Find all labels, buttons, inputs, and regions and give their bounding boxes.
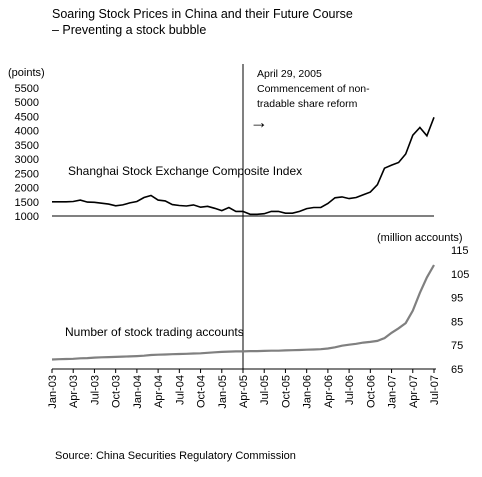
x-tick-label: Apr-04 bbox=[153, 375, 165, 408]
top-y-axis: 1000 1500 2000 2500 3000 3500 4000 4500 5000 5500 bbox=[15, 83, 39, 223]
x-tick-label: Jul-07 bbox=[429, 375, 441, 405]
top-y-tick-label: 4500 bbox=[15, 111, 39, 123]
top-y-tick-label: 4000 bbox=[15, 126, 39, 138]
source-note: Source: China Securities Regulatory Comm… bbox=[55, 450, 296, 462]
x-tick-label: Jul-04 bbox=[174, 375, 186, 405]
x-tick-label: Jan-07 bbox=[387, 375, 399, 409]
top-y-tick-label: 1000 bbox=[15, 211, 39, 223]
accounts-series-line bbox=[51, 264, 435, 361]
accounts-series-label: Number of stock trading accounts bbox=[65, 325, 244, 339]
x-tick-label: Oct-06 bbox=[365, 375, 377, 408]
bottom-y-tick-label: 75 bbox=[451, 340, 463, 352]
bottom-y-tick-label: 95 bbox=[451, 293, 463, 305]
bottom-y-tick-label: 85 bbox=[451, 316, 463, 328]
x-tick-label: Jan-03 bbox=[47, 375, 59, 409]
top-y-tick-label: 3000 bbox=[15, 154, 39, 166]
top-y-tick-label: 2500 bbox=[15, 168, 39, 180]
annotation-text-line2: tradable share reform bbox=[257, 98, 358, 110]
x-tick-label: Jan-04 bbox=[132, 375, 144, 409]
x-axis: Jan-03 Apr-03 Jul-03 Oct-03 Jan-04 Apr-04 Jul-… bbox=[47, 369, 441, 409]
chart-title-line2: – Preventing a stock bubble bbox=[52, 23, 206, 37]
x-tick-label: Jul-03 bbox=[89, 375, 101, 405]
annotation-text-line1: Commencement of non- bbox=[257, 83, 370, 95]
x-tick-label: Apr-05 bbox=[238, 375, 250, 408]
x-tick-label: Oct-04 bbox=[196, 375, 208, 408]
x-tick-label: Jul-05 bbox=[259, 375, 271, 405]
x-tick-label: Apr-06 bbox=[323, 375, 335, 408]
x-tick-label: Apr-07 bbox=[408, 375, 420, 408]
x-tick-label: Jul-06 bbox=[344, 375, 356, 405]
annotation-arrow-icon: → bbox=[250, 112, 268, 132]
top-y-tick-label: 1500 bbox=[15, 197, 39, 209]
bottom-y-tick-label: 105 bbox=[451, 269, 469, 281]
chart-title-line1: Soaring Stock Prices in China and their … bbox=[52, 7, 353, 21]
x-tick-label: Oct-03 bbox=[111, 375, 123, 408]
top-y-tick-label: 2000 bbox=[15, 183, 39, 195]
top-y-axis-label: (points) bbox=[8, 67, 45, 79]
top-y-tick-label: 3500 bbox=[15, 140, 39, 152]
x-tick-label: Jan-06 bbox=[302, 375, 314, 409]
top-y-tick-label: 5500 bbox=[15, 83, 39, 95]
x-tick-label: Oct-05 bbox=[280, 375, 292, 408]
x-tick-label: Jan-05 bbox=[217, 375, 229, 409]
bottom-y-axis-label: (million accounts) bbox=[377, 232, 463, 244]
index-series-line bbox=[52, 117, 435, 216]
x-tick-label: Apr-03 bbox=[68, 375, 80, 408]
bottom-y-tick-label: 115 bbox=[451, 245, 469, 257]
bottom-y-axis: 65 75 85 95 105 115 bbox=[451, 245, 469, 376]
top-y-tick-label: 5000 bbox=[15, 97, 39, 109]
index-series-label: Shanghai Stock Exchange Composite Index bbox=[68, 164, 302, 178]
bottom-y-tick-label: 65 bbox=[451, 364, 463, 376]
annotation-date: April 29, 2005 bbox=[257, 68, 322, 80]
